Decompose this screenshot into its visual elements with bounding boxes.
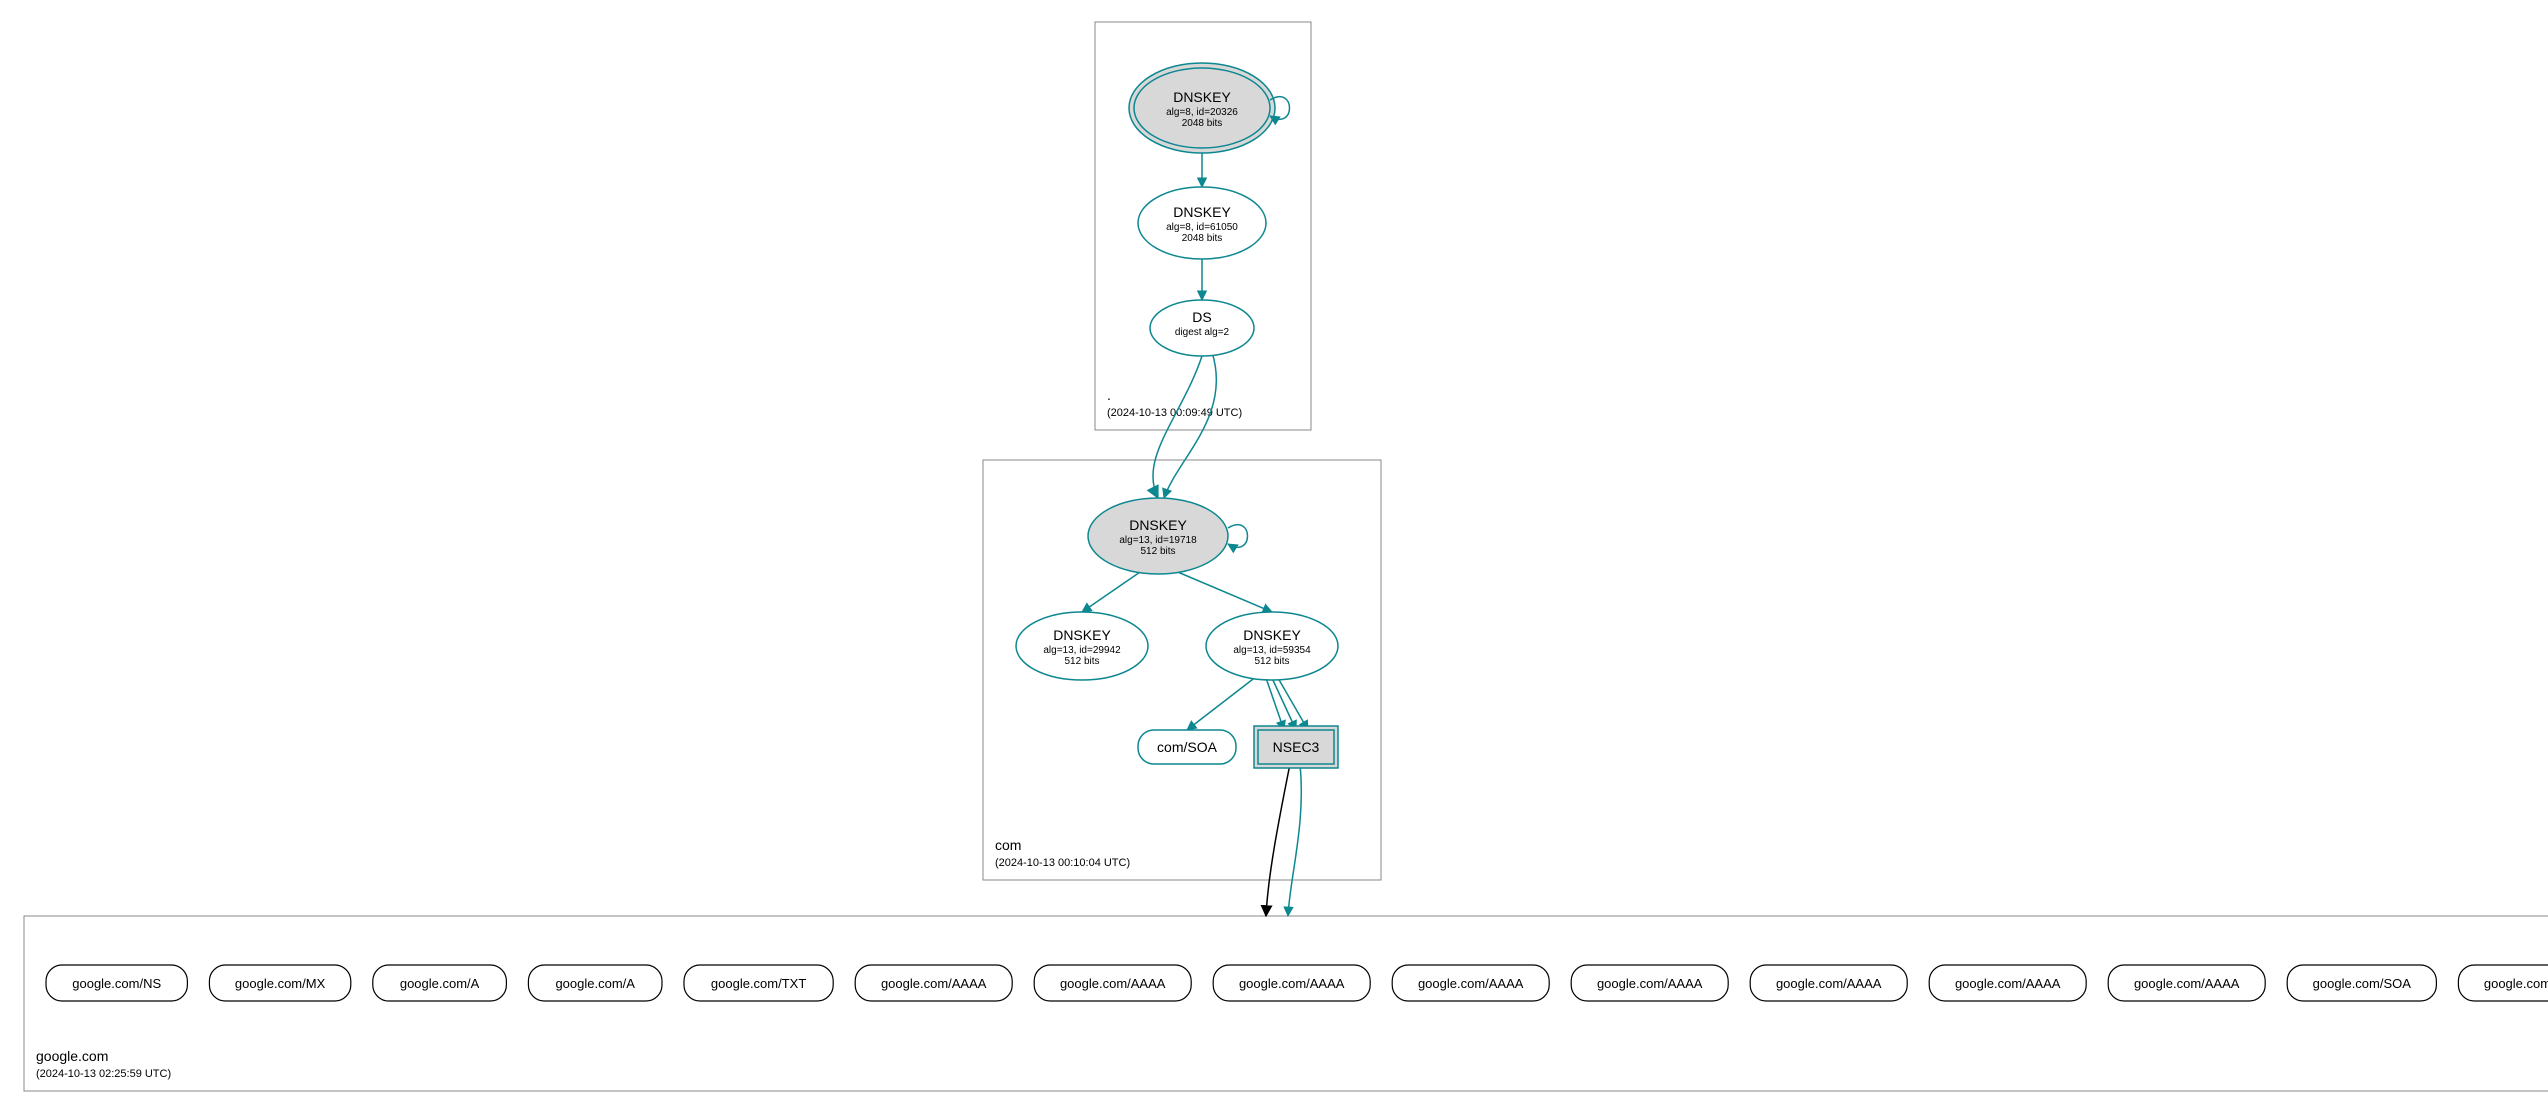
node-sub: 512 bits (1140, 546, 1175, 557)
zone-timestamp-google: (2024-10-13 02:25:59 UTC) (36, 1068, 171, 1080)
node-title: com/SOA (1157, 739, 1218, 755)
node-sub: alg=8, id=20326 (1166, 107, 1238, 118)
node-sub: digest alg=2 (1175, 327, 1230, 338)
rr-label: google.com/A (555, 976, 635, 991)
edge (1173, 570, 1272, 612)
node-sub: 2048 bits (1182, 233, 1223, 244)
zone-label-root: . (1107, 387, 1111, 403)
node-sub: alg=13, id=59354 (1233, 645, 1311, 656)
node-title: DNSKEY (1129, 517, 1187, 533)
rr-label: google.com/AAAA (1060, 976, 1166, 991)
rr-label: google.com/MX (235, 976, 326, 991)
rr-label: google.com/AAAA (2134, 976, 2240, 991)
edge (1187, 676, 1257, 730)
node-title: DNSKEY (1173, 204, 1231, 220)
zone-label-com: com (995, 837, 1021, 853)
node-title: DNSKEY (1173, 89, 1231, 105)
node-sub: 512 bits (1254, 656, 1289, 667)
rr-label: google.com/AAAA (1597, 976, 1703, 991)
node-sub: 2048 bits (1182, 118, 1223, 129)
rr-label: google.com/AAAA (1418, 976, 1524, 991)
rr-label: google.com/AAAA (881, 976, 987, 991)
node-title: NSEC3 (1273, 739, 1320, 755)
edge-nsec3-to-google (1266, 764, 1290, 916)
rr-label: google.com/A (400, 976, 480, 991)
zone-label-google: google.com (36, 1048, 108, 1064)
dnssec-diagram: .(2024-10-13 00:09:49 UTC)com(2024-10-13… (10, 10, 2548, 1104)
node-sub: 512 bits (1064, 656, 1099, 667)
node-sub: alg=13, id=29942 (1043, 645, 1121, 656)
edge (1164, 352, 1216, 498)
zone-box-google (24, 916, 2548, 1091)
rr-label: google.com/AAAA (1776, 976, 1882, 991)
rr-label: google.com/TXT (711, 976, 806, 991)
zone-timestamp-com: (2024-10-13 00:10:04 UTC) (995, 857, 1130, 869)
node-title: DNSKEY (1243, 627, 1301, 643)
rr-label: google.com/AAAA (1239, 976, 1345, 991)
node-sub: alg=8, id=61050 (1166, 222, 1238, 233)
rr-label: google.com/SOA (2313, 976, 2412, 991)
rr-label: google.com/SOA (2484, 976, 2548, 991)
edge-ds-to-com (1153, 356, 1202, 498)
node-title: DNSKEY (1053, 627, 1111, 643)
self-loop (1228, 525, 1248, 548)
rr-label: google.com/NS (72, 976, 161, 991)
node-sub: alg=13, id=19718 (1119, 535, 1197, 546)
edge (1288, 764, 1301, 916)
edge (1082, 570, 1143, 612)
rr-label: google.com/AAAA (1955, 976, 2061, 991)
node-title: DS (1192, 309, 1211, 325)
